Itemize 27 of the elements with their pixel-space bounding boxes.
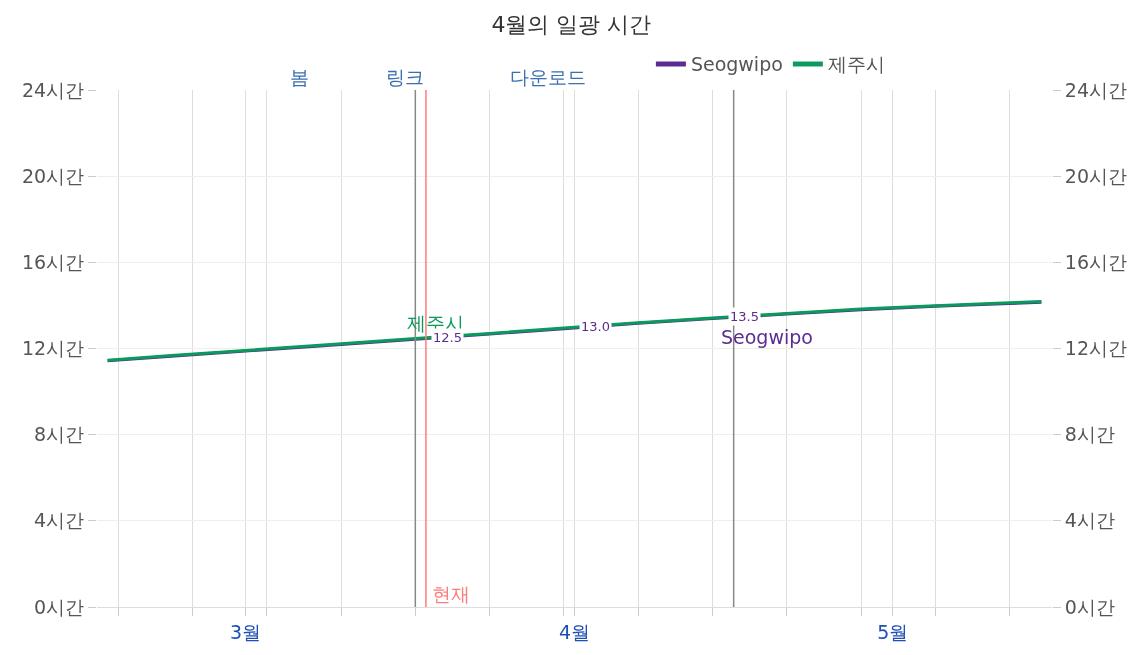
y-tick-label: 12시간 xyxy=(22,337,85,360)
y2-tick-label: 16시간 xyxy=(1064,250,1127,273)
y-tick-label: 20시간 xyxy=(22,164,85,187)
y-tick-label: 24시간 xyxy=(22,78,85,101)
x-tick-label: 4월 xyxy=(558,620,591,643)
annotation: 12.5 xyxy=(433,330,462,345)
legend-label: 제주시 xyxy=(827,53,885,76)
x-tick-label: 3월 xyxy=(230,620,262,643)
ref-line-label: 현재 xyxy=(432,583,470,605)
y2-tick-label: 20시간 xyxy=(1064,164,1127,187)
annotation: 13.5 xyxy=(730,309,759,324)
y-tick-label: 4시간 xyxy=(34,509,85,532)
legend-label: Seogwipo xyxy=(690,53,783,76)
y2-tick-label: 24시간 xyxy=(1064,78,1127,101)
chart-title: 4월의 일광 시간 xyxy=(491,11,652,37)
y2-tick-label: 8시간 xyxy=(1064,423,1115,446)
text: 다운로드 xyxy=(510,66,586,88)
y2-tick-label: 0시간 xyxy=(1064,595,1115,618)
annotation: 13.0 xyxy=(581,319,610,334)
x-tick-label: 5월 xyxy=(877,620,909,643)
y-tick-label: 8시간 xyxy=(34,423,85,446)
y2-tick-label: 12시간 xyxy=(1064,337,1127,360)
text: 봄 xyxy=(290,66,309,88)
y-tick-label: 16시간 xyxy=(22,250,85,273)
y2-tick-label: 4시간 xyxy=(1064,509,1115,532)
y-tick-label: 0시간 xyxy=(34,595,85,618)
text: 링크 xyxy=(386,66,424,88)
